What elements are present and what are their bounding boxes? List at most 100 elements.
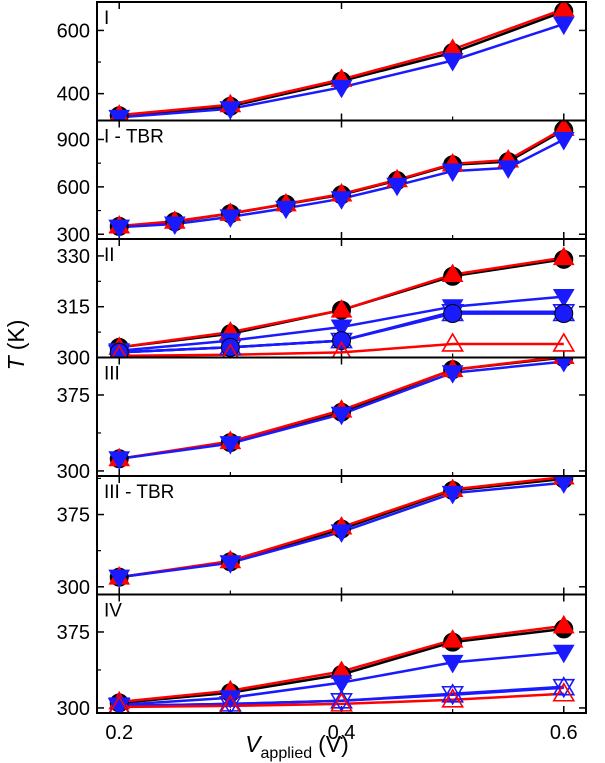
data-point: [386, 177, 408, 197]
series-line: [119, 342, 564, 358]
data-point: [330, 319, 353, 339]
y-tick-label: 300: [57, 224, 90, 246]
y-tick-label: 600: [57, 20, 90, 42]
data-point: [552, 289, 575, 308]
data-point: [554, 357, 573, 373]
data-point: [332, 331, 351, 351]
y-tick-label: 315: [57, 297, 90, 319]
series-line: [119, 7, 565, 117]
panel-0: 400 600 I: [57, 1, 587, 122]
data-point: [330, 675, 353, 694]
data-point: [108, 569, 131, 589]
data-point: [552, 16, 575, 36]
data-point: [330, 524, 353, 543]
series-line: [119, 127, 565, 228]
data-point: [331, 340, 352, 358]
data-point: [441, 263, 464, 283]
x-axis-subscript: applied: [261, 745, 313, 762]
data-point: [441, 485, 464, 505]
data-point: [219, 690, 242, 709]
panel-2: 300 315 330 II: [57, 238, 587, 370]
data-point: [221, 343, 239, 358]
data-point: [441, 688, 465, 708]
panel-label: I - TBR: [104, 127, 164, 148]
panel-4: 300 375 III - TBR: [57, 475, 587, 599]
data-point: [553, 476, 575, 494]
data-point: [219, 101, 242, 120]
x-axis-unit: (V): [318, 731, 349, 757]
data-point: [552, 682, 576, 702]
data-point: [108, 451, 131, 470]
data-point: [330, 406, 353, 426]
panel-1-data: [108, 120, 575, 239]
chart-panels: 400 600 I 300 600 900 I - TBR 300 315 330 II 300 375…: [57, 1, 587, 720]
data-point: [330, 79, 353, 99]
y-axis-unit: (K): [3, 320, 29, 351]
data-point: [111, 344, 128, 358]
data-point: [552, 614, 575, 634]
y-tick-label: 600: [57, 177, 90, 199]
data-point: [552, 644, 575, 664]
y-tick-label: 375: [57, 622, 90, 644]
panel-4-data: [108, 476, 575, 589]
data-point: [441, 332, 465, 352]
data-point: [330, 299, 353, 318]
panel-frame: [96, 1, 587, 122]
y-axis-symbol: T: [3, 354, 29, 370]
data-point: [443, 303, 463, 323]
x-tick-label: 0.4: [328, 722, 356, 744]
data-point: [441, 52, 464, 72]
panel-label: II: [104, 245, 115, 266]
data-point: [441, 365, 464, 384]
data-point: [441, 683, 465, 703]
data-point: [218, 692, 242, 712]
panel-3-data: [108, 357, 575, 470]
data-point: [552, 131, 575, 151]
data-point: [552, 678, 576, 699]
y-tick-label: 900: [57, 129, 90, 151]
data-point: [330, 692, 353, 712]
y-tick-label: 375: [57, 385, 90, 407]
panel-1: 300 600 900 I - TBR: [57, 119, 587, 246]
data-point: [220, 337, 240, 357]
series-line: [119, 128, 565, 228]
data-point: [108, 219, 131, 239]
y-tick-label: 300: [57, 698, 90, 720]
y-tick-label: 300: [57, 577, 90, 599]
data-point: [552, 332, 576, 352]
y-tick-label: 400: [57, 84, 90, 106]
x-axis-symbol: V: [245, 731, 263, 757]
data-point: [552, 2, 575, 17]
data-point: [219, 555, 242, 574]
x-tick-label: 0.6: [550, 722, 578, 744]
panel-2-data: [107, 246, 576, 358]
data-point: [330, 689, 353, 709]
data-point: [107, 698, 131, 713]
y-tick-label: 300: [57, 461, 90, 483]
panel-0-data: [108, 2, 575, 121]
x-axis: 0.2 0.4 0.6: [105, 722, 577, 744]
x-axis-title: Vapplied (V): [245, 731, 349, 762]
data-point: [552, 676, 576, 696]
data-point: [219, 209, 242, 228]
data-point: [108, 109, 131, 121]
panel-3: 300 375 III: [57, 356, 587, 483]
data-point: [330, 191, 353, 210]
data-point: [219, 436, 242, 455]
panel-label: III: [104, 364, 120, 385]
series-line: [119, 685, 564, 708]
data-point: [441, 654, 464, 674]
y-tick-label: 375: [57, 505, 90, 527]
data-point: [552, 246, 575, 266]
data-point: [554, 303, 574, 323]
panel-label: I: [104, 8, 109, 29]
data-point: [441, 685, 465, 706]
panel-5-data: [107, 614, 576, 713]
data-point: [497, 160, 520, 179]
panel-label: III - TBR: [104, 482, 174, 503]
panel-label: IV: [104, 601, 122, 622]
data-point: [275, 200, 297, 220]
y-tick-label: 300: [57, 348, 90, 370]
x-tick-label: 0.2: [105, 722, 133, 744]
